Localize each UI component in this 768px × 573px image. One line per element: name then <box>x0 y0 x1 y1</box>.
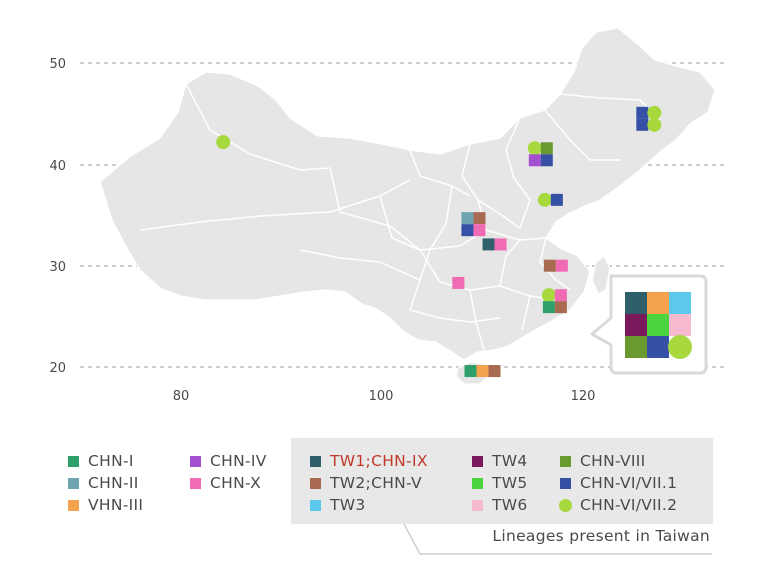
sampling-site-markers <box>216 105 662 378</box>
legend-item-chn2: CHN-II <box>68 472 139 494</box>
lineage-marker-chn8 <box>540 142 553 155</box>
legend-label: CHN-II <box>88 474 139 492</box>
legend-swatch <box>560 477 571 489</box>
legend-item-tw1: TW1;CHN-IX <box>310 450 428 472</box>
legend-label: CHN-VIII <box>580 452 646 470</box>
lineage-marker-chn10 <box>473 224 486 237</box>
legend-item-tw5: TW5 <box>472 472 528 494</box>
legend-swatch <box>559 498 572 512</box>
legend-swatch <box>68 499 79 511</box>
legend-swatch <box>190 477 201 489</box>
lineage-marker-tw2 <box>554 301 567 314</box>
lineage-marker-tw6 <box>669 314 691 336</box>
legend-swatch <box>560 455 571 467</box>
legend-swatch <box>310 499 321 511</box>
lat-tick-label: 50 <box>49 57 66 72</box>
lat-tick-label: 40 <box>49 159 66 174</box>
legend-swatch <box>68 455 79 467</box>
lon-axis-labels: 80 100 120 <box>173 389 596 404</box>
legend-swatch <box>190 455 201 467</box>
legend-label: TW3 <box>330 496 366 514</box>
lineage-marker-chn672 <box>668 335 692 359</box>
legend-swatch <box>472 455 483 467</box>
china-landmass <box>99 27 716 385</box>
legend-label: TW4 <box>492 452 528 470</box>
lineage-marker-tw4 <box>625 314 647 336</box>
lineage-marker-vhn3 <box>647 292 669 314</box>
lineage-marker-chn10 <box>555 259 568 272</box>
lineage-marker-chn8 <box>625 336 647 358</box>
legend-item-chn10: CHN-X <box>190 472 261 494</box>
legend-label: CHN-VI/VII.1 <box>580 474 678 492</box>
lat-tick-label: 30 <box>49 260 66 275</box>
lon-tick-label: 80 <box>173 389 190 404</box>
province-borders <box>139 83 661 351</box>
lon-tick-label: 100 <box>369 389 394 404</box>
legend-swatch <box>68 477 79 489</box>
legend-item-tw2: TW2;CHN-V <box>310 472 422 494</box>
lineage-marker-chn672 <box>216 135 231 150</box>
legend-label: TW6 <box>492 496 528 514</box>
lineage-marker-chn671 <box>647 336 669 358</box>
lineage-marker-chn672 <box>527 141 542 156</box>
legend-item-tw4: TW4 <box>472 450 528 472</box>
lineage-marker-chn1 <box>464 365 477 378</box>
lineage-marker-tw1 <box>625 292 647 314</box>
legend-label: TW1;CHN-IX <box>330 452 428 470</box>
taiwan-lineage-grid <box>625 292 692 359</box>
lineage-marker-chn2 <box>461 212 474 225</box>
lat-tick-label: 20 <box>49 361 66 376</box>
lineage-marker-chn671 <box>636 118 649 131</box>
legend-swatch <box>310 455 321 467</box>
lineage-marker-chn1 <box>542 301 555 314</box>
legend-swatch <box>472 499 483 511</box>
taiwan-lineages-caption: Lineages present in Taiwan <box>492 527 710 545</box>
lineage-marker-tw1 <box>482 238 495 251</box>
legend-item-tw3: TW3 <box>310 494 366 516</box>
legend-label: VHN-III <box>88 496 144 514</box>
legend-swatch <box>310 477 321 489</box>
lineage-marker-chn672 <box>537 192 552 207</box>
lineage-marker-chn671 <box>550 193 563 206</box>
lineage-marker-tw3 <box>669 292 691 314</box>
legend-item-chn671: CHN-VI/VII.1 <box>560 472 677 494</box>
legend-item-chn4: CHN-IV <box>190 450 267 472</box>
legend-label: CHN-I <box>88 452 134 470</box>
lineage-marker-chn671 <box>540 154 553 167</box>
lineage-marker-chn672 <box>647 105 662 120</box>
lineage-marker-chn671 <box>636 106 649 119</box>
legend-label: CHN-VI/VII.2 <box>580 496 678 514</box>
legend-item-tw6: TW6 <box>472 494 528 516</box>
lineage-marker-tw2 <box>488 365 501 378</box>
lon-tick-label: 120 <box>571 389 596 404</box>
legend-label: TW5 <box>492 474 528 492</box>
taiwan-legend-panel <box>291 438 713 524</box>
legend-item-chn672: CHN-VI/VII.2 <box>559 494 678 516</box>
legend-swatch <box>472 477 483 489</box>
legend-item-chn8: CHN-VIII <box>560 450 645 472</box>
lineage-marker-vhn3 <box>476 365 489 378</box>
lineage-marker-chn10 <box>554 289 567 302</box>
lineage-marker-tw2 <box>473 212 486 225</box>
legend-item-vhn3: VHN-III <box>68 494 143 516</box>
lineage-marker-chn10 <box>494 238 507 251</box>
legend-label: TW2;CHN-V <box>330 474 422 492</box>
lineage-marker-tw5 <box>647 314 669 336</box>
legend-label: CHN-X <box>210 474 262 492</box>
legend-label: CHN-IV <box>210 452 267 470</box>
legend-item-chn1: CHN-I <box>68 450 134 472</box>
lat-axis-labels: 50 40 30 20 <box>49 57 66 376</box>
lineage-marker-chn672 <box>541 288 556 303</box>
lineage-marker-tw2 <box>543 259 556 272</box>
lineage-marker-chn10 <box>452 276 465 289</box>
lineage-marker-chn4 <box>528 154 541 167</box>
lineage-marker-chn672 <box>647 117 662 132</box>
lineage-marker-chn671 <box>461 224 474 237</box>
